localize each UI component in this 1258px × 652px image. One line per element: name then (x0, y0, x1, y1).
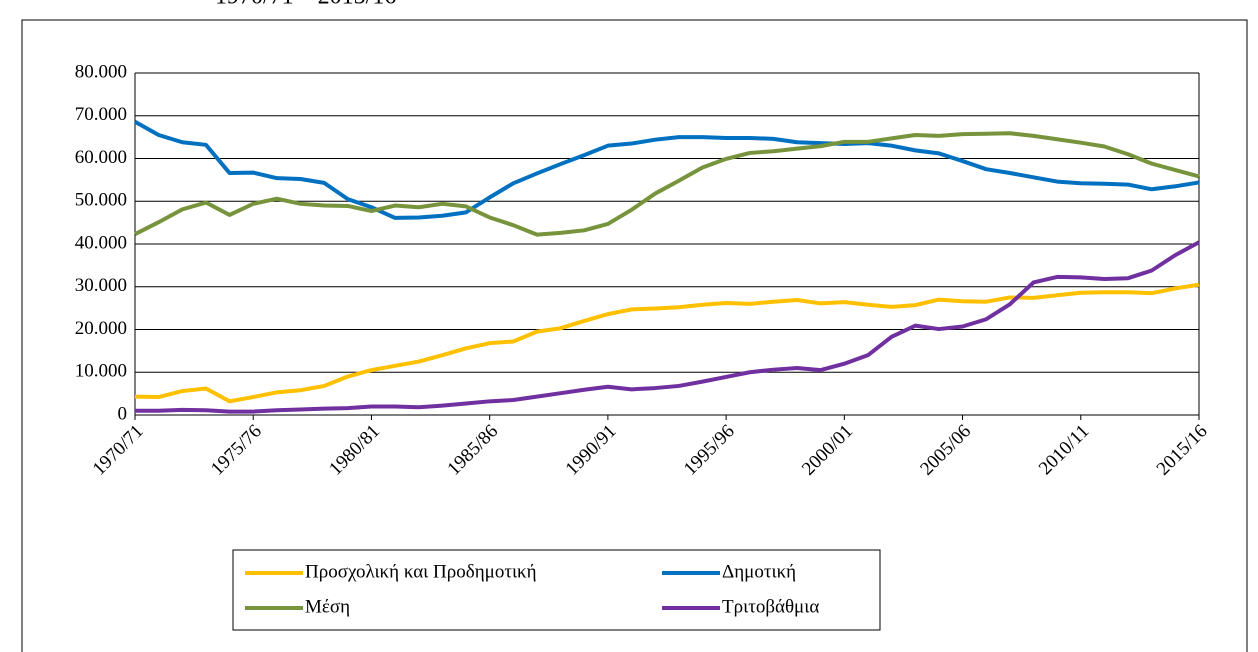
y-tick-label: 30.000 (75, 275, 127, 296)
legend-box (232, 549, 881, 631)
x-tick-label: 2000/01 (798, 421, 857, 480)
legend-label: Τριτοβάθμια (722, 596, 819, 617)
y-tick-label: 60.000 (75, 147, 127, 168)
y-tick-label: 0 (118, 403, 128, 424)
x-tick-label: 1985/86 (443, 421, 502, 480)
series-line (135, 240, 1200, 414)
series-line (134, 131, 1200, 237)
x-tick-label: 1990/91 (562, 421, 621, 480)
series-line (134, 282, 1200, 404)
legend-label: Προσχολική και Προδημοτική (305, 561, 537, 582)
chart-subtitle: 1970/71 – 2015/16 (215, 0, 396, 10)
y-tick-label: 50.000 (75, 190, 127, 211)
x-tick-label: 1995/96 (680, 421, 739, 480)
x-tick-label: 1975/76 (207, 421, 266, 480)
legend-label: Μέση (305, 596, 350, 617)
chart-frame (21, 19, 1248, 652)
y-tick-label: 80.000 (75, 61, 127, 82)
y-tick-label: 20.000 (75, 318, 127, 339)
y-tick-label: 40.000 (75, 232, 127, 253)
x-tick-label: 1980/81 (325, 421, 384, 480)
series-line (134, 119, 1200, 220)
x-tick-label: 2010/11 (1035, 421, 1093, 479)
legend-label: Δημοτική (722, 561, 796, 582)
x-tick-label: 2015/16 (1153, 421, 1212, 480)
x-tick-label: 2005/06 (916, 421, 975, 480)
x-tick-label: 1970/71 (89, 421, 148, 480)
y-tick-label: 70.000 (75, 104, 127, 125)
y-tick-label: 10.000 (75, 361, 127, 382)
